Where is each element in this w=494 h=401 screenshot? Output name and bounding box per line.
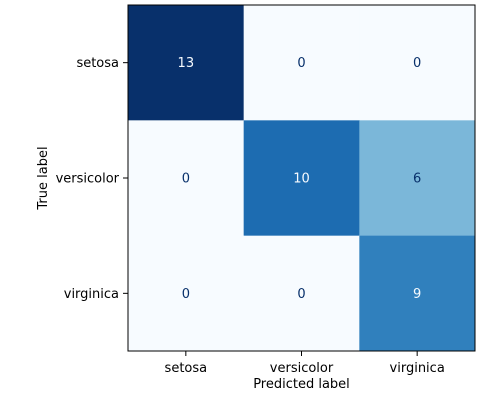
cell-value-label: 13 bbox=[178, 56, 195, 71]
heatmap-cells bbox=[128, 5, 476, 352]
heatmap-cell bbox=[359, 120, 476, 237]
x-axis-label: Predicted label bbox=[253, 377, 350, 392]
x-axis-ticks: setosa versicolor virginica bbox=[165, 351, 445, 376]
cell-value-label: 0 bbox=[182, 172, 190, 187]
heatmap-cell bbox=[128, 5, 245, 121]
cell-value-label: 0 bbox=[182, 287, 190, 302]
y-tick-label: versicolor bbox=[56, 172, 120, 187]
y-axis-label: True label bbox=[36, 146, 51, 210]
heatmap-cell bbox=[128, 235, 245, 352]
x-tick-label: setosa bbox=[165, 361, 208, 376]
heatmap-cell bbox=[128, 120, 245, 237]
y-axis-ticks: setosa versicolor virginica bbox=[56, 56, 128, 302]
cell-value-label: 6 bbox=[413, 172, 421, 187]
x-tick-label: versicolor bbox=[270, 361, 334, 376]
y-tick-label: virginica bbox=[64, 287, 119, 302]
cell-value-label: 10 bbox=[293, 172, 310, 187]
cell-value-label: 0 bbox=[297, 287, 305, 302]
cell-value-label: 9 bbox=[413, 287, 421, 302]
x-tick-label: virginica bbox=[390, 361, 445, 376]
cell-value-label: 0 bbox=[297, 56, 305, 71]
heatmap-cell bbox=[243, 5, 360, 121]
heatmap-cell bbox=[359, 235, 476, 352]
cell-value-label: 0 bbox=[413, 56, 421, 71]
heatmap-cell bbox=[243, 120, 360, 237]
heatmap-cell bbox=[243, 235, 360, 352]
cell-value-labels: 13 0 0 0 10 6 0 0 9 bbox=[178, 56, 422, 302]
y-tick-label: setosa bbox=[76, 56, 119, 71]
heatmap-cell bbox=[359, 5, 476, 121]
